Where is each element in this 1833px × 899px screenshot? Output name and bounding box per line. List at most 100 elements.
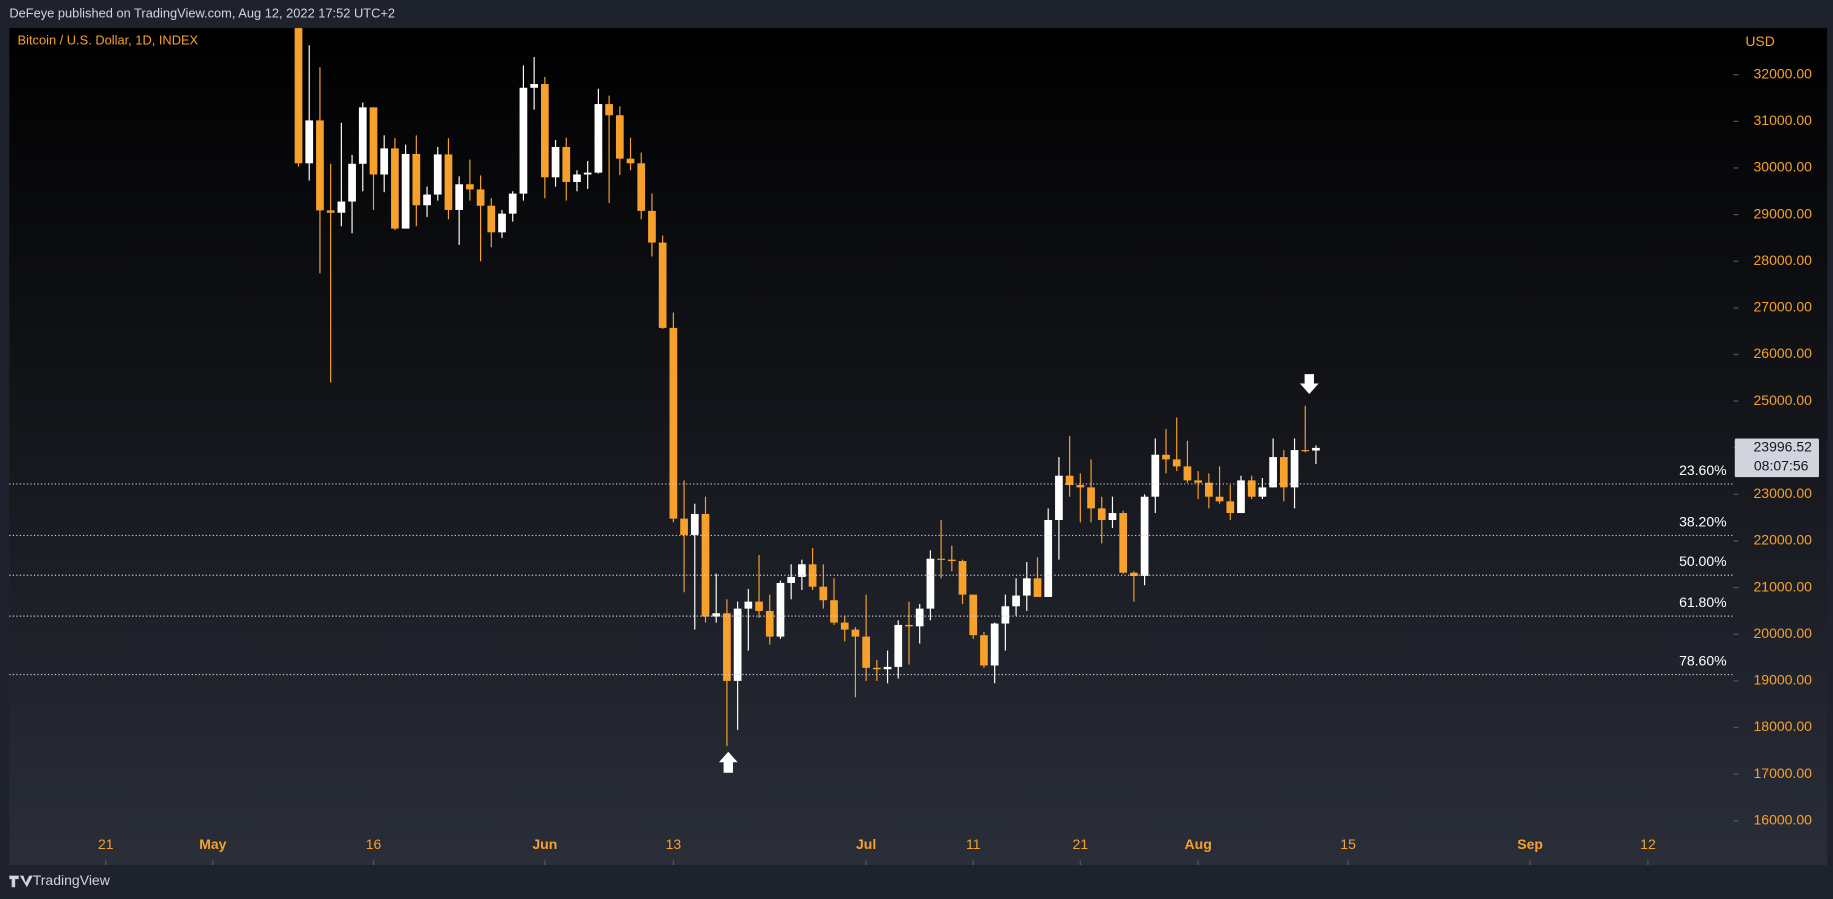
y-tick-label: 20000.00 <box>1753 625 1812 641</box>
candle-body <box>637 163 646 211</box>
candle-body <box>658 242 667 328</box>
candle-body <box>1044 520 1053 597</box>
x-tick-label: 15 <box>1340 836 1356 852</box>
candle-body <box>1108 513 1117 521</box>
candle-body <box>1301 450 1310 452</box>
fib-label: 38.20% <box>1679 513 1727 529</box>
candle-body <box>1119 513 1128 573</box>
candle-body <box>1237 480 1245 514</box>
candle-body <box>1065 475 1074 486</box>
y-tick-label: 32000.00 <box>1753 65 1812 81</box>
candle-body <box>358 107 367 164</box>
candle-body <box>712 613 721 617</box>
fib-label: 50.00% <box>1679 553 1727 569</box>
countdown-label: 08:07:56 <box>1754 457 1809 473</box>
candle-body <box>1247 480 1256 497</box>
candle-body <box>1226 501 1235 514</box>
x-tick-label: 12 <box>1640 836 1656 852</box>
header-text: DeFeye published on TradingView.com, Aug… <box>9 5 395 20</box>
candle-body <box>540 84 549 178</box>
candle-body <box>1162 454 1170 460</box>
candle-body <box>1183 466 1192 481</box>
candle-body <box>1312 447 1320 451</box>
y-tick-label: 16000.00 <box>1753 811 1812 827</box>
candle-body <box>883 666 892 670</box>
candle-body <box>680 518 688 535</box>
down-arrow <box>1299 374 1319 394</box>
x-tick-label: 13 <box>666 836 682 852</box>
candle-body <box>926 558 935 609</box>
candle-body <box>615 115 624 159</box>
candle-body <box>530 84 538 88</box>
candle-body <box>551 146 560 178</box>
candle-body <box>894 624 903 667</box>
x-tick-label: May <box>199 836 226 852</box>
candle-body <box>423 194 431 206</box>
y-tick-label: 18000.00 <box>1753 718 1812 734</box>
y-tick-label: 29000.00 <box>1753 205 1812 221</box>
candle-body <box>466 184 474 190</box>
candle-body <box>594 104 603 173</box>
candle-body <box>947 559 956 562</box>
candle-body <box>487 205 496 233</box>
candle-body <box>744 601 753 609</box>
candle-body <box>819 586 828 601</box>
y-tick-label: 19000.00 <box>1753 672 1812 688</box>
candle-body <box>980 635 988 666</box>
candle-body <box>326 210 335 213</box>
fib-label: 78.60% <box>1679 652 1727 668</box>
candle-body <box>455 184 464 210</box>
candle-body <box>851 629 860 637</box>
candle-body <box>444 154 453 210</box>
candle-body <box>690 513 699 535</box>
footer-brand: TradingView <box>33 872 111 888</box>
y-tick-label: 28000.00 <box>1753 252 1812 268</box>
candle-body <box>519 87 528 194</box>
x-tick-label: Jun <box>532 836 557 852</box>
candle-body <box>1130 572 1138 576</box>
y-tick-label: 23000.00 <box>1753 485 1812 501</box>
candle-body <box>1151 454 1160 497</box>
plot-background <box>9 28 1828 866</box>
y-unit: USD <box>1745 33 1775 49</box>
candle-body <box>1194 480 1202 483</box>
candle-body <box>1172 459 1181 467</box>
x-tick-label: 21 <box>98 836 114 852</box>
x-tick-label: Sep <box>1517 836 1543 852</box>
y-tick-label: 25000.00 <box>1753 392 1812 408</box>
candle-body <box>798 564 806 577</box>
y-tick-label: 17000.00 <box>1753 765 1812 781</box>
x-tick-label: 11 <box>966 836 981 852</box>
candle-body <box>648 210 656 243</box>
candle-body <box>605 104 613 116</box>
y-tick-label: 30000.00 <box>1753 159 1812 175</box>
candle-body <box>755 601 763 611</box>
x-tick-label: Aug <box>1185 836 1212 852</box>
candle-body <box>1290 450 1299 488</box>
last-price-label: 23996.52 <box>1753 439 1812 455</box>
candle-body <box>765 610 774 637</box>
candle-body <box>316 120 324 211</box>
candle-body <box>990 623 999 666</box>
candle-body <box>937 558 945 560</box>
candle-body <box>583 172 592 175</box>
candle-body <box>1269 457 1277 488</box>
candle-body <box>391 148 399 229</box>
candles <box>294 28 1320 747</box>
candle-body <box>348 163 356 202</box>
candle-body <box>733 608 742 681</box>
y-tick-label: 21000.00 <box>1753 578 1812 594</box>
candle-body <box>573 174 581 182</box>
fib-label: 61.80% <box>1679 594 1727 610</box>
candle-body <box>1097 508 1106 521</box>
candle-body <box>305 120 314 164</box>
fib-label: 23.60% <box>1679 462 1727 478</box>
candle-body <box>1001 606 1010 624</box>
candle-body <box>1055 475 1063 521</box>
y-tick-label: 26000.00 <box>1753 345 1812 361</box>
candle-body <box>862 636 870 668</box>
candle-body <box>872 667 881 670</box>
candle-body <box>915 608 924 627</box>
